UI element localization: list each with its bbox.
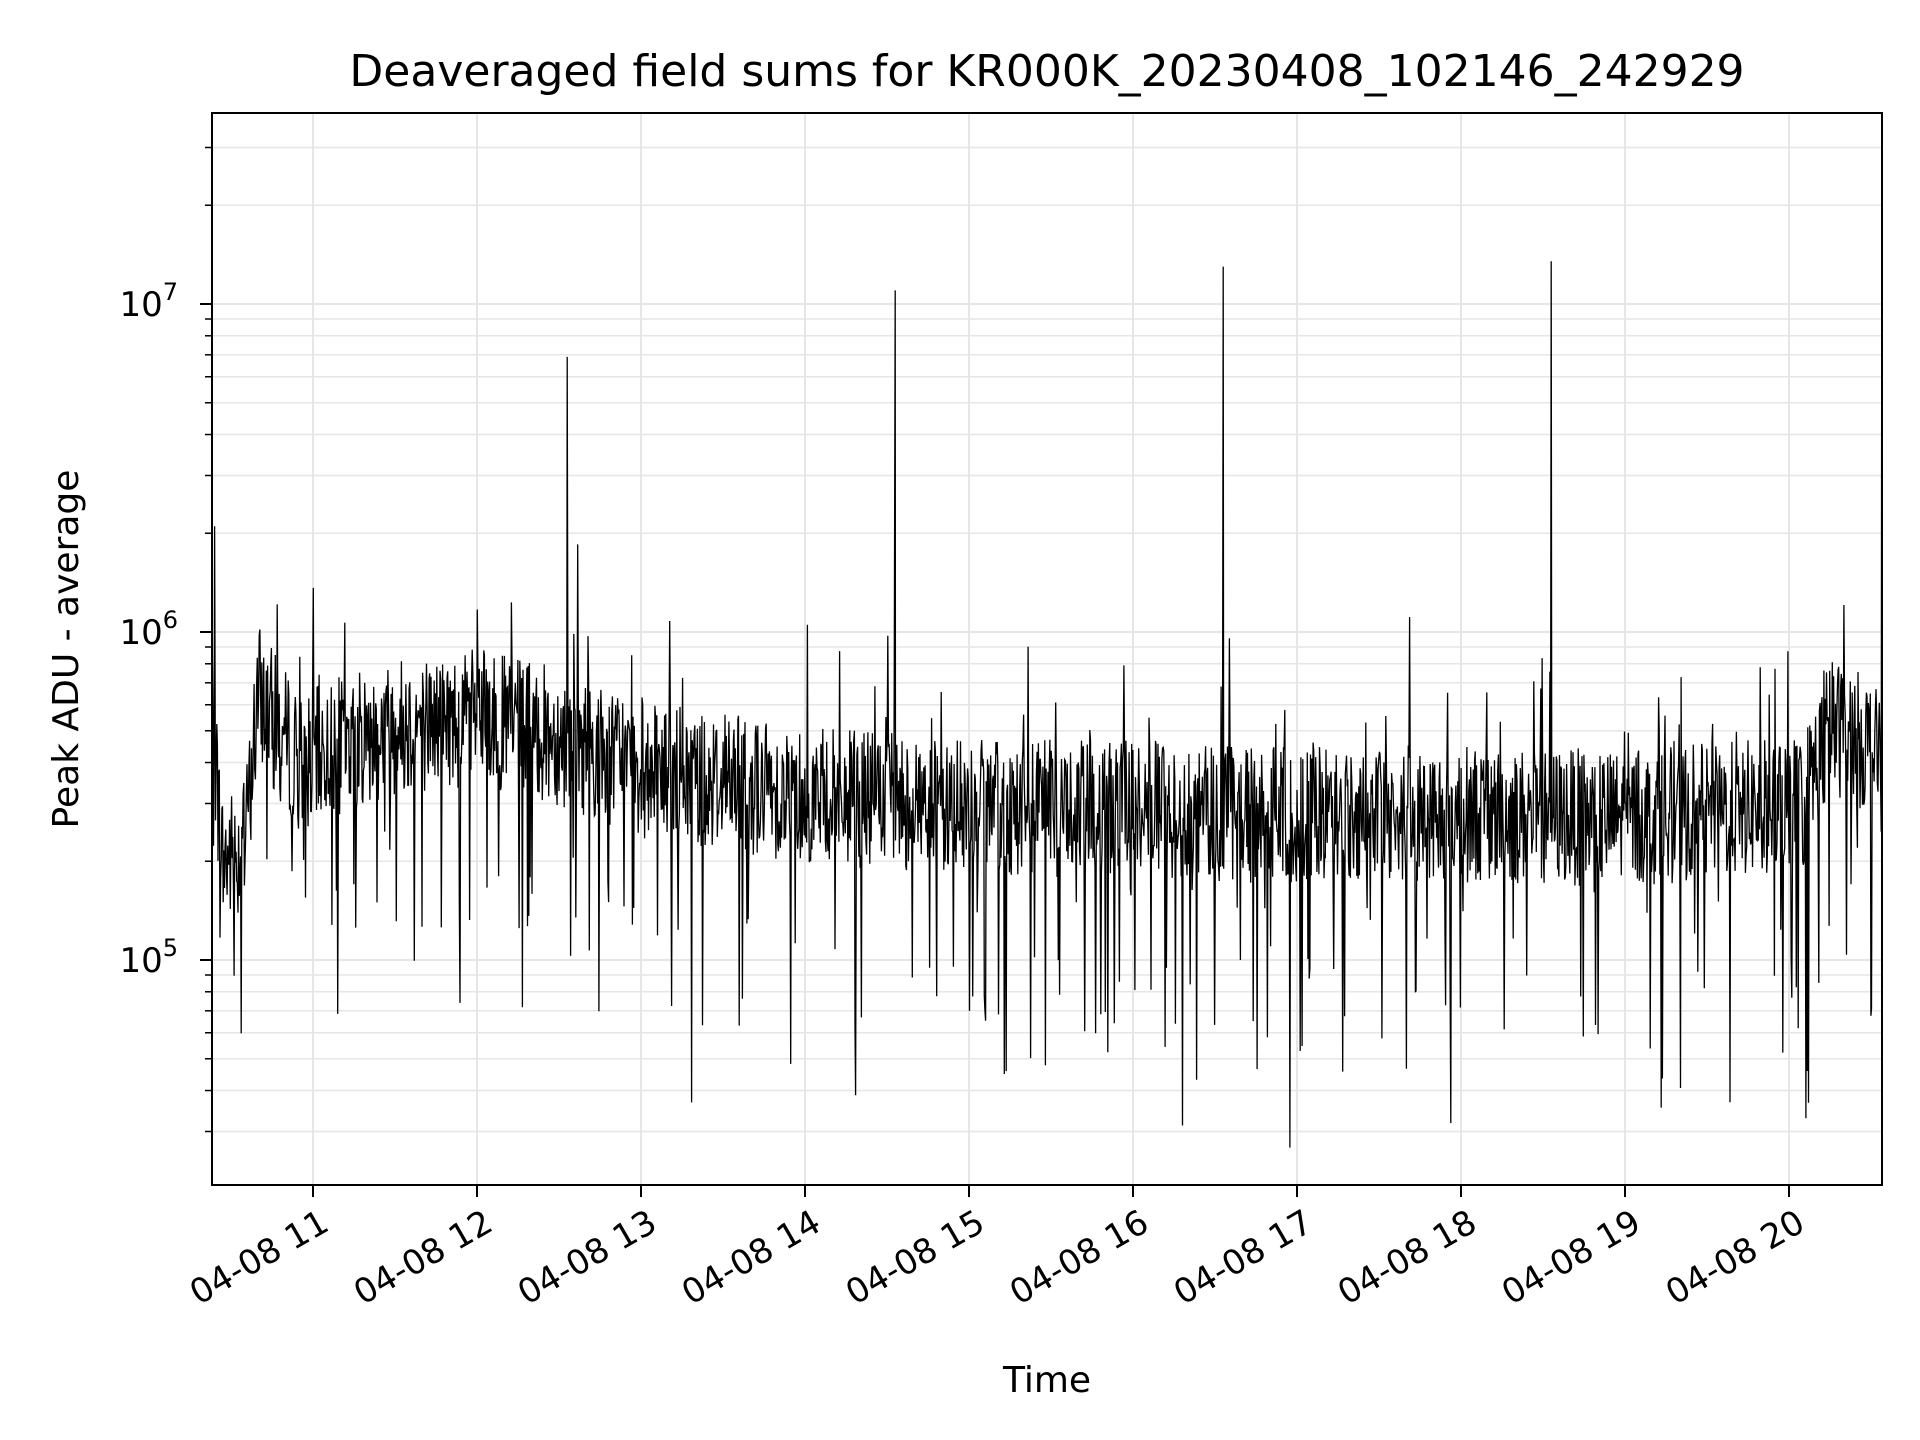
y-axis-label: Peak ADU - average [46,470,87,829]
x-tick-label: 04-08 19 [1495,1202,1647,1313]
x-tick-label: 04-08 17 [1167,1202,1319,1313]
y-tick-label: 105 [119,934,178,981]
x-tick-label: 04-08 15 [839,1202,991,1313]
x-tick-label: 04-08 13 [511,1202,663,1313]
data-series [211,162,1883,1148]
x-tick-label: 04-08 11 [183,1202,335,1313]
y-tick-label: 107 [119,278,178,325]
plot-frame [211,112,1883,1186]
chart-title: Deaveraged field sums for KR000K_2023040… [349,46,1744,97]
y-tick-label: 106 [119,606,178,653]
x-tick-label: 04-08 12 [347,1202,499,1313]
x-tick-label: 04-08 20 [1659,1202,1811,1313]
x-tick-label: 04-08 16 [1003,1202,1155,1313]
x-tick-label: 04-08 14 [675,1202,827,1313]
x-tick-label: 04-08 18 [1331,1202,1483,1313]
x-axis-label: Time [1002,1360,1091,1401]
series-line [211,162,1883,1148]
grid [212,113,1882,1185]
